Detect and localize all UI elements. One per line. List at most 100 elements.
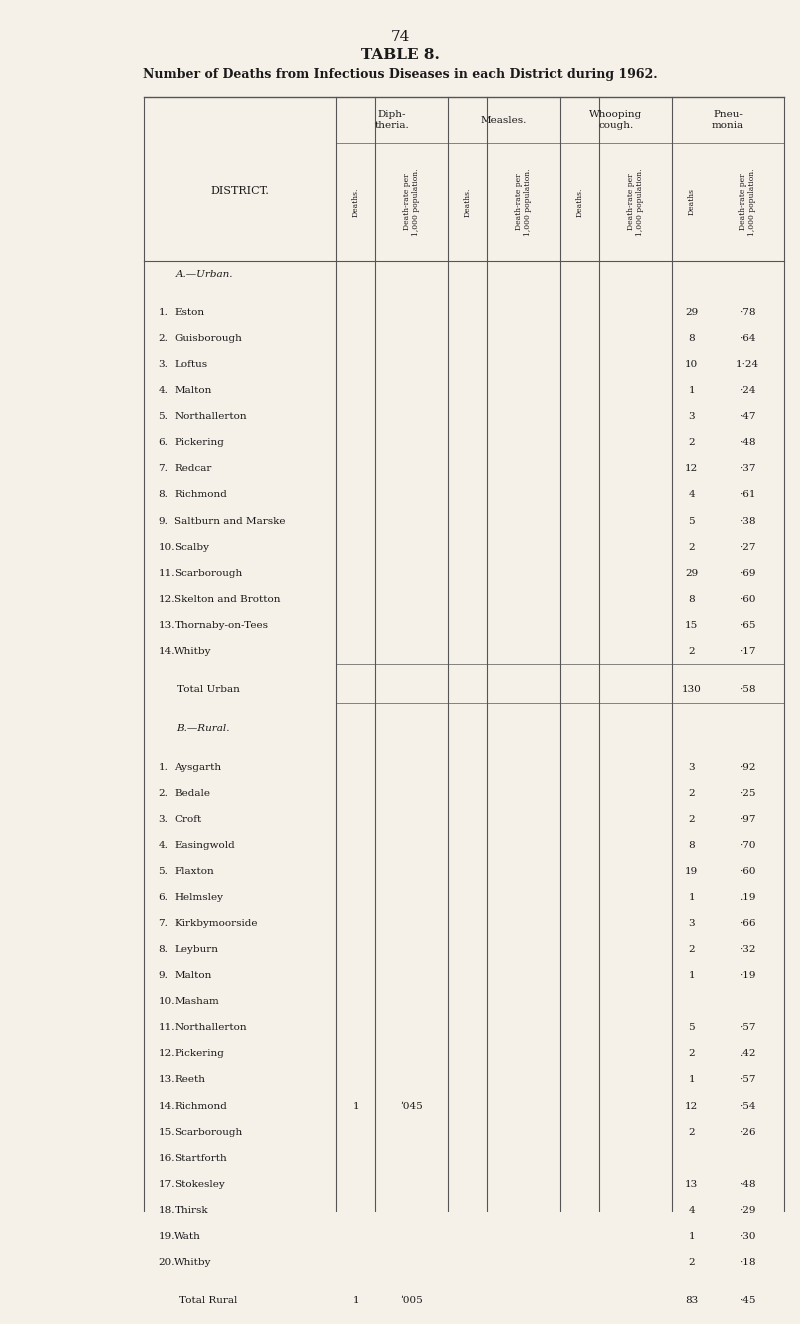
Text: B.—Rural.: B.—Rural. — [176, 724, 230, 733]
Text: 4: 4 — [688, 1206, 695, 1215]
Text: ·30: ·30 — [739, 1231, 756, 1241]
Text: 74: 74 — [390, 30, 410, 44]
Text: ·27: ·27 — [739, 543, 756, 552]
Text: Easingwold: Easingwold — [174, 841, 235, 850]
Text: Croft: Croft — [174, 814, 202, 824]
Text: 3: 3 — [688, 763, 695, 772]
Text: Kirkbymoorside: Kirkbymoorside — [174, 919, 258, 928]
Text: 12: 12 — [685, 1102, 698, 1111]
Text: ·78: ·78 — [739, 308, 756, 316]
Text: 1: 1 — [688, 1075, 695, 1084]
Text: 3.: 3. — [158, 814, 168, 824]
Text: ·57: ·57 — [739, 1023, 756, 1033]
Text: 1: 1 — [352, 1296, 359, 1305]
Text: ·61: ·61 — [739, 490, 756, 499]
Text: ·47: ·47 — [739, 412, 756, 421]
Text: Startforth: Startforth — [174, 1153, 227, 1162]
Text: Bedale: Bedale — [174, 789, 210, 798]
Text: Whitby: Whitby — [174, 1258, 212, 1267]
Text: 1: 1 — [352, 1102, 359, 1111]
Text: 4: 4 — [688, 490, 695, 499]
Text: Total Urban: Total Urban — [177, 686, 239, 694]
Text: 12: 12 — [685, 465, 698, 474]
Text: TABLE 8.: TABLE 8. — [361, 49, 439, 62]
Text: ·18: ·18 — [739, 1258, 756, 1267]
Text: 2: 2 — [688, 814, 695, 824]
Text: ·66: ·66 — [739, 919, 756, 928]
Text: 17.: 17. — [158, 1180, 175, 1189]
Text: 1: 1 — [688, 892, 695, 902]
Text: Guisborough: Guisborough — [174, 334, 242, 343]
Text: Pickering: Pickering — [174, 1050, 224, 1058]
Text: 11.: 11. — [158, 569, 175, 577]
Text: Skelton and Brotton: Skelton and Brotton — [174, 594, 281, 604]
Text: ·92: ·92 — [739, 763, 756, 772]
Text: 2: 2 — [688, 945, 695, 955]
Text: ·32: ·32 — [739, 945, 756, 955]
Text: ·57: ·57 — [739, 1075, 756, 1084]
Text: 8.: 8. — [158, 945, 168, 955]
Text: Whitby: Whitby — [174, 647, 212, 655]
Text: Deaths.: Deaths. — [575, 187, 583, 217]
Text: 9.: 9. — [158, 516, 168, 526]
Text: Scarborough: Scarborough — [174, 569, 242, 577]
Text: 10.: 10. — [158, 997, 175, 1006]
Text: 5: 5 — [688, 1023, 695, 1033]
Text: ·48: ·48 — [739, 438, 756, 448]
Text: 3: 3 — [688, 412, 695, 421]
Text: ·97: ·97 — [739, 814, 756, 824]
Text: ·24: ·24 — [739, 387, 756, 395]
Text: Leyburn: Leyburn — [174, 945, 218, 955]
Text: Total Rural: Total Rural — [179, 1296, 237, 1305]
Text: 130: 130 — [682, 686, 702, 694]
Text: Deaths.: Deaths. — [464, 187, 472, 217]
Text: 20.: 20. — [158, 1258, 175, 1267]
Text: DISTRICT.: DISTRICT. — [210, 185, 270, 196]
Text: Reeth: Reeth — [174, 1075, 206, 1084]
Text: ʹ005: ʹ005 — [400, 1296, 423, 1305]
Text: Pneu-
monia: Pneu- monia — [712, 110, 744, 130]
Text: 2: 2 — [688, 438, 695, 448]
Text: ·64: ·64 — [739, 334, 756, 343]
Text: 5.: 5. — [158, 867, 168, 876]
Text: 8.: 8. — [158, 490, 168, 499]
Text: 2: 2 — [688, 647, 695, 655]
Text: Thornaby-on-Tees: Thornaby-on-Tees — [174, 621, 268, 630]
Text: Eston: Eston — [174, 308, 205, 316]
Text: ·65: ·65 — [739, 621, 756, 630]
Text: 2: 2 — [688, 789, 695, 798]
Text: 15: 15 — [685, 621, 698, 630]
Text: 1.: 1. — [158, 308, 168, 316]
Text: 4.: 4. — [158, 841, 168, 850]
Text: Wath: Wath — [174, 1231, 202, 1241]
Text: 13.: 13. — [158, 621, 175, 630]
Text: 14.: 14. — [158, 1102, 175, 1111]
Text: Richmond: Richmond — [174, 1102, 227, 1111]
Text: 8: 8 — [688, 841, 695, 850]
Text: Death-rate per
1,000 population.: Death-rate per 1,000 population. — [403, 168, 420, 236]
Text: 12.: 12. — [158, 594, 175, 604]
Text: 1: 1 — [688, 387, 695, 395]
Text: ·69: ·69 — [739, 569, 756, 577]
Text: 19.: 19. — [158, 1231, 175, 1241]
Text: 9.: 9. — [158, 972, 168, 980]
Text: ·45: ·45 — [739, 1296, 756, 1305]
Text: 2.: 2. — [158, 334, 168, 343]
Text: Malton: Malton — [174, 387, 212, 395]
Text: Pickering: Pickering — [174, 438, 224, 448]
Text: Aysgarth: Aysgarth — [174, 763, 222, 772]
Text: 15.: 15. — [158, 1128, 175, 1136]
Text: Deaths: Deaths — [688, 188, 696, 216]
Text: 19: 19 — [685, 867, 698, 876]
Text: ·25: ·25 — [739, 789, 756, 798]
Text: Flaxton: Flaxton — [174, 867, 214, 876]
Text: Redcar: Redcar — [174, 465, 212, 474]
Text: Whooping
cough.: Whooping cough. — [590, 110, 642, 130]
Text: 6.: 6. — [158, 892, 168, 902]
Text: Scalby: Scalby — [174, 543, 210, 552]
Text: Thirsk: Thirsk — [174, 1206, 208, 1215]
Text: ·26: ·26 — [739, 1128, 756, 1136]
Text: ʹ045: ʹ045 — [400, 1102, 423, 1111]
Text: 1: 1 — [688, 972, 695, 980]
Text: Northallerton: Northallerton — [174, 412, 247, 421]
